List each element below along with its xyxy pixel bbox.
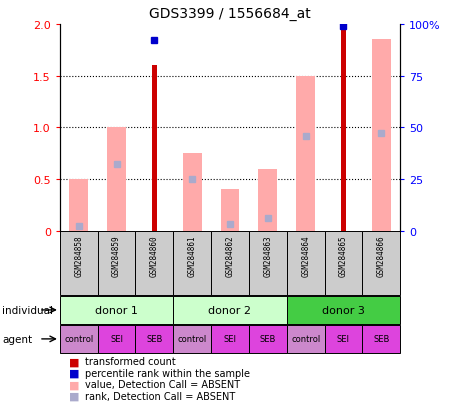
Text: transformed count: transformed count bbox=[85, 356, 175, 366]
Bar bbox=[60, 296, 173, 324]
Bar bbox=[248, 231, 286, 295]
Bar bbox=[211, 325, 248, 353]
Text: ■: ■ bbox=[69, 391, 79, 401]
Text: value, Detection Call = ABSENT: value, Detection Call = ABSENT bbox=[85, 380, 240, 389]
Text: GSM284858: GSM284858 bbox=[74, 235, 83, 276]
Bar bbox=[107, 128, 126, 231]
Bar bbox=[182, 154, 201, 231]
Bar bbox=[340, 25, 345, 231]
Text: GSM284865: GSM284865 bbox=[338, 235, 347, 276]
Bar bbox=[371, 40, 390, 231]
Bar bbox=[296, 76, 314, 231]
Text: GSM284859: GSM284859 bbox=[112, 235, 121, 276]
Text: SEB: SEB bbox=[259, 335, 275, 344]
Bar bbox=[173, 325, 211, 353]
Bar bbox=[248, 325, 286, 353]
Text: ■: ■ bbox=[69, 356, 79, 366]
Text: agent: agent bbox=[2, 334, 32, 344]
Bar bbox=[173, 296, 286, 324]
Bar bbox=[211, 231, 248, 295]
Text: individual: individual bbox=[2, 305, 53, 315]
Bar bbox=[220, 190, 239, 231]
Text: SEB: SEB bbox=[146, 335, 162, 344]
Text: ■: ■ bbox=[69, 380, 79, 389]
Text: ■: ■ bbox=[69, 368, 79, 378]
Text: control: control bbox=[291, 335, 319, 344]
Text: control: control bbox=[177, 335, 207, 344]
Bar bbox=[135, 231, 173, 295]
Text: GSM284862: GSM284862 bbox=[225, 235, 234, 276]
Text: GSM284864: GSM284864 bbox=[301, 235, 309, 276]
Text: rank, Detection Call = ABSENT: rank, Detection Call = ABSENT bbox=[85, 391, 235, 401]
Bar bbox=[97, 325, 135, 353]
Text: SEI: SEI bbox=[223, 335, 236, 344]
Bar bbox=[362, 325, 399, 353]
Text: SEI: SEI bbox=[336, 335, 349, 344]
Text: donor 1: donor 1 bbox=[95, 305, 138, 315]
Text: percentile rank within the sample: percentile rank within the sample bbox=[85, 368, 250, 378]
Bar bbox=[286, 231, 324, 295]
Bar bbox=[286, 325, 324, 353]
Bar bbox=[324, 231, 362, 295]
Bar bbox=[362, 231, 399, 295]
Bar bbox=[97, 231, 135, 295]
Bar bbox=[60, 325, 97, 353]
Text: GSM284861: GSM284861 bbox=[187, 235, 196, 276]
Bar bbox=[258, 169, 277, 231]
Bar bbox=[286, 296, 399, 324]
Bar bbox=[151, 66, 157, 231]
Text: control: control bbox=[64, 335, 93, 344]
Title: GDS3399 / 1556684_at: GDS3399 / 1556684_at bbox=[149, 7, 310, 21]
Text: SEI: SEI bbox=[110, 335, 123, 344]
Text: GSM284863: GSM284863 bbox=[263, 235, 272, 276]
Bar bbox=[173, 231, 211, 295]
Text: donor 3: donor 3 bbox=[321, 305, 364, 315]
Text: SEB: SEB bbox=[372, 335, 389, 344]
Text: GSM284860: GSM284860 bbox=[150, 235, 158, 276]
Bar bbox=[60, 231, 97, 295]
Text: GSM284866: GSM284866 bbox=[376, 235, 385, 276]
Text: donor 2: donor 2 bbox=[208, 305, 251, 315]
Bar bbox=[69, 180, 88, 231]
Bar bbox=[324, 325, 362, 353]
Bar bbox=[135, 325, 173, 353]
